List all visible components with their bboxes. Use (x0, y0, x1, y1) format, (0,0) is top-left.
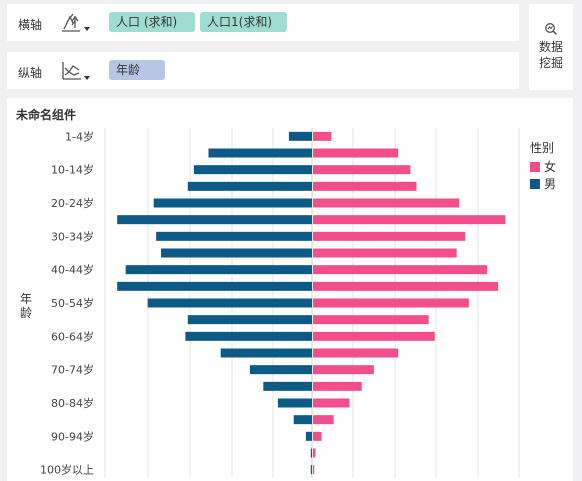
data-mining-label-line1: 数据 (538, 40, 563, 54)
legend-item-female[interactable]: 女 (530, 160, 556, 174)
bar-female[interactable] (313, 198, 460, 208)
bar-male[interactable] (310, 448, 312, 458)
bar-male[interactable] (263, 381, 312, 391)
bar-female[interactable] (313, 265, 488, 275)
bar-female[interactable] (313, 315, 429, 325)
y-tick-label: 70-74岁 (51, 363, 94, 377)
bar-female[interactable] (313, 131, 332, 141)
bar-female[interactable] (313, 398, 350, 408)
bar-female[interactable] (313, 348, 399, 358)
legend-swatch-female (530, 162, 540, 172)
y-tick-label: 50-54岁 (51, 296, 94, 310)
bar-male[interactable] (293, 415, 312, 425)
data-mining-button[interactable]: 数据 挖掘 (529, 4, 573, 90)
bar-male[interactable] (249, 365, 312, 375)
bar-male[interactable] (185, 331, 312, 341)
y-tick-label: 1-4岁 (65, 129, 94, 143)
legend-title: 性别 (530, 141, 555, 155)
x-axis-field-pill[interactable]: 人口1(求和) (200, 12, 287, 32)
bar-male[interactable] (288, 131, 312, 141)
data-mining-label-line2: 挖掘 (538, 56, 563, 70)
y-tick-label: 80-84岁 (51, 396, 94, 410)
y-axis-label: 纵轴 (18, 66, 43, 80)
bar-female[interactable] (313, 231, 466, 241)
y-tick-label: 100岁以上 (40, 463, 94, 477)
bar-male[interactable] (147, 298, 312, 308)
line-chart-type-icon[interactable] (61, 60, 91, 82)
bar-female[interactable] (313, 365, 374, 375)
y-tick-label: 20-24岁 (51, 196, 94, 210)
bar-male[interactable] (153, 198, 312, 208)
bar-male[interactable] (220, 348, 312, 358)
bar-female[interactable] (313, 148, 399, 158)
bar-male[interactable] (193, 165, 312, 175)
y-tick-label: 30-34岁 (51, 229, 94, 243)
bar-chart-type-icon[interactable] (61, 12, 91, 34)
bar-male[interactable] (161, 248, 312, 258)
bar-female[interactable] (313, 215, 506, 225)
bar-male[interactable] (305, 431, 312, 441)
bar-male[interactable] (156, 231, 312, 241)
bar-male[interactable] (310, 465, 312, 475)
bar-male[interactable] (117, 215, 312, 225)
bar-male[interactable] (117, 281, 312, 291)
bar-female[interactable] (313, 465, 315, 475)
y-tick-label: 60-64岁 (51, 329, 94, 343)
bar-female[interactable] (313, 331, 435, 341)
bar-female[interactable] (313, 448, 316, 458)
bar-female[interactable] (313, 248, 457, 258)
bar-female[interactable] (313, 181, 417, 191)
bar-female[interactable] (313, 165, 411, 175)
bar-female[interactable] (313, 431, 322, 441)
y-axis-title: 年龄 (19, 292, 32, 320)
y-tick-label: 10-14岁 (51, 163, 94, 177)
data-mining-icon (545, 23, 558, 36)
bar-female[interactable] (313, 381, 362, 391)
bar-female[interactable] (313, 415, 334, 425)
x-axis-label: 横轴 (18, 18, 43, 32)
legend-item-male[interactable]: 男 (530, 177, 556, 191)
y-axis-field-pill[interactable]: 年龄 (109, 60, 165, 80)
legend-swatch-male (530, 179, 540, 189)
bar-male[interactable] (187, 181, 312, 191)
bar-male[interactable] (277, 398, 312, 408)
bar-male[interactable] (208, 148, 313, 158)
x-axis-row: 横轴 人口 (求和) 人口1(求和) (7, 4, 519, 41)
bar-male[interactable] (187, 315, 312, 325)
y-tick-label: 40-44岁 (51, 263, 94, 277)
x-axis-field-pill[interactable]: 人口 (求和) (109, 12, 195, 32)
y-axis-row: 纵轴 年龄 (7, 52, 519, 89)
bar-female[interactable] (313, 298, 469, 308)
bar-male[interactable] (125, 265, 312, 275)
y-tick-label: 90-94岁 (51, 429, 94, 443)
bar-female[interactable] (313, 281, 499, 291)
component-title: 未命名组件 (16, 108, 77, 122)
